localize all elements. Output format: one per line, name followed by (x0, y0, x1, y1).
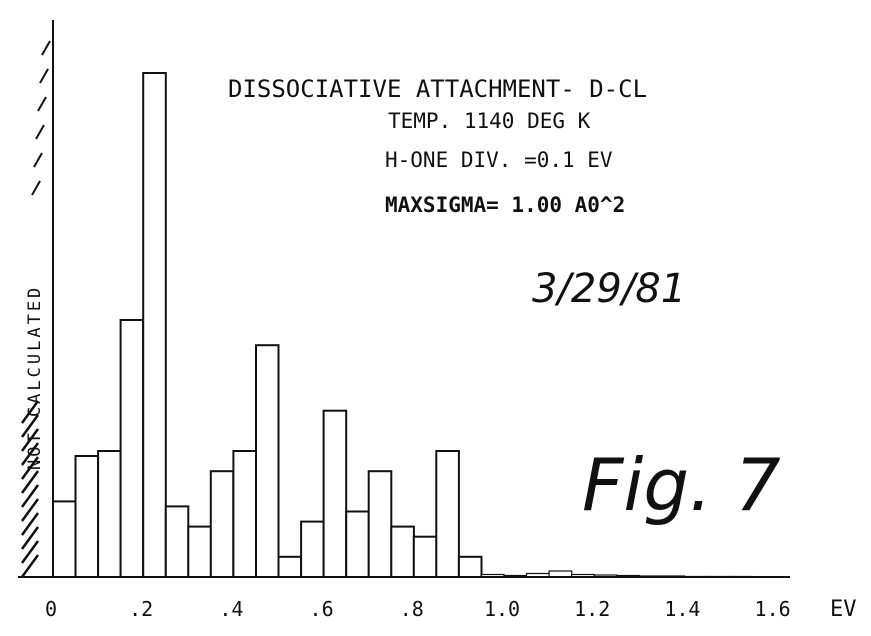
hatch-stroke-7 (20, 456, 40, 480)
hatch-mark-upper-4 (39, 68, 49, 84)
histogram-bar-17 (435, 450, 460, 578)
x-axis-label: EV (830, 597, 857, 622)
hatch-mark-upper-2 (35, 124, 45, 140)
histogram-bar-9 (255, 344, 280, 579)
hatch-stroke-8 (20, 442, 40, 466)
hatch-stroke-1 (20, 540, 40, 564)
hatch-mark-upper-3 (37, 96, 47, 112)
x-tick-label-3: .6 (310, 597, 334, 621)
x-tick-label-1: .2 (129, 597, 153, 621)
histogram-bar-4 (142, 72, 167, 578)
x-tick-label-7: 1.4 (664, 597, 700, 621)
histogram-bar-15 (390, 525, 415, 578)
x-tick-label-0: 0 (45, 597, 57, 621)
annotation-maxsigma: MAXSIGMA= 1.00 A0^2 (385, 193, 625, 217)
annotation-temperature: TEMP. 1140 DEG K (388, 109, 591, 133)
hatch-mark-upper-0 (31, 180, 41, 196)
hatch-stroke-10 (20, 414, 40, 438)
histogram-bar-8 (232, 450, 257, 578)
x-tick-label-6: 1.2 (574, 597, 610, 621)
x-tick-label-5: 1.0 (484, 597, 520, 621)
histogram-bar-16 (412, 535, 438, 579)
histogram-bar-0 (52, 500, 77, 578)
hatch-stroke-2 (20, 526, 40, 550)
x-tick-label-2: .4 (219, 597, 243, 621)
hatch-stroke-6 (20, 470, 40, 494)
histogram-bar-3 (119, 319, 145, 578)
chart-title: DISSOCIATIVE ATTACHMENT- D-CL (228, 75, 647, 103)
histogram-bar-12 (322, 409, 348, 579)
histogram-bar-10 (277, 555, 303, 578)
y-axis-label: NOT CALCULATED (25, 285, 45, 470)
x-tick-labels: 0 .2 .4 .6 .8 1.0 1.2 1.4 1.6 (45, 597, 791, 621)
histogram-bar-6 (187, 525, 212, 578)
histogram-bar-1 (74, 455, 99, 578)
histogram-bar-18 (457, 555, 483, 578)
x-tick-label-8: 1.6 (755, 597, 791, 621)
x-tick-label-4: .8 (400, 597, 424, 621)
histogram-bar-7 (209, 470, 235, 579)
histogram-bar-14 (367, 470, 393, 579)
histogram-bars (52, 72, 753, 579)
hatch-stroke-0 (20, 554, 40, 578)
hatch-stroke-9 (20, 428, 40, 452)
figure-label: Fig. 7 (582, 443, 781, 527)
annotation-division: H-ONE DIV. =0.1 EV (385, 148, 613, 172)
histogram-bar-11 (300, 520, 325, 578)
hatch-stroke-4 (20, 498, 40, 522)
hatch-stroke-3 (20, 512, 40, 536)
hatch-stroke-5 (20, 484, 40, 508)
histogram-bar-2 (97, 450, 122, 578)
hatch-stroke-11 (20, 400, 40, 424)
histogram-bar-13 (345, 510, 370, 578)
hatch-mark-upper-1 (33, 152, 43, 168)
hatch-mark-upper-5 (41, 40, 51, 56)
histogram-bar-5 (164, 505, 190, 578)
not-calculated-hatch (20, 40, 51, 578)
date-note: 3/29/81 (532, 266, 686, 312)
